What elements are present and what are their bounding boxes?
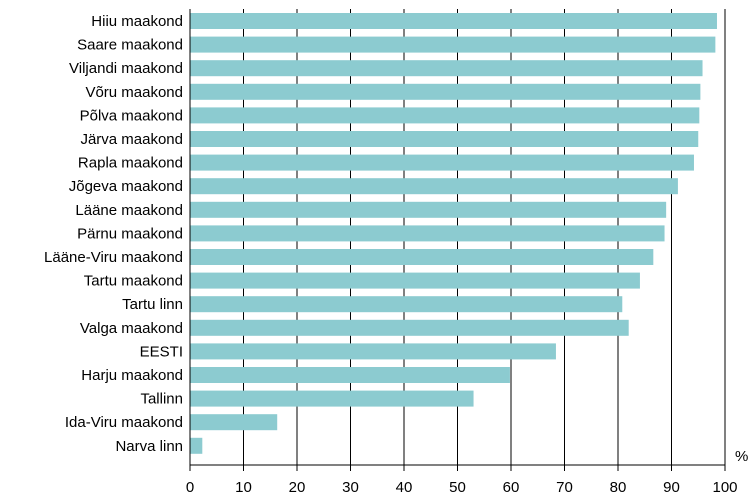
x-tick-label: 10 bbox=[235, 479, 252, 496]
x-tick-label: 0 bbox=[186, 479, 194, 496]
bar bbox=[190, 225, 665, 242]
bar bbox=[190, 131, 699, 147]
category-label: Tallinn bbox=[140, 391, 183, 408]
category-label: Hiiu maakond bbox=[91, 13, 183, 30]
category-label: Rapla maakond bbox=[78, 155, 183, 172]
category-label: EESTI bbox=[140, 343, 183, 360]
category-label: Järva maakond bbox=[80, 131, 183, 148]
category-label: Valga maakond bbox=[80, 320, 183, 337]
category-label: Harju maakond bbox=[81, 367, 183, 384]
bar bbox=[190, 319, 629, 336]
category-label: Lääne maakond bbox=[75, 202, 183, 219]
bars bbox=[190, 13, 717, 454]
bar bbox=[190, 437, 203, 454]
bar bbox=[190, 60, 703, 77]
x-tick-labels: 0 10 20 30 40 50 60 70 80 90 100 bbox=[186, 479, 738, 496]
x-tick-label: 40 bbox=[396, 479, 413, 496]
bar bbox=[190, 201, 667, 218]
category-label: Tartu linn bbox=[122, 296, 183, 313]
bar bbox=[190, 83, 701, 100]
x-tick-label: 50 bbox=[449, 479, 466, 496]
category-label: Võru maakond bbox=[85, 84, 183, 101]
category-label: Saare maakond bbox=[77, 37, 183, 54]
x-tick-label: 30 bbox=[342, 479, 359, 496]
bar bbox=[190, 36, 716, 53]
bar bbox=[190, 296, 623, 313]
bar bbox=[190, 107, 700, 124]
bar bbox=[190, 367, 510, 383]
category-label: Viljandi maakond bbox=[69, 60, 183, 77]
bar bbox=[190, 13, 717, 29]
bar bbox=[190, 272, 640, 289]
unit-label: % bbox=[735, 448, 748, 465]
category-label: Jõgeva maakond bbox=[69, 178, 183, 195]
x-tick-label: 60 bbox=[503, 479, 520, 496]
category-label: Pärnu maakond bbox=[77, 225, 183, 242]
bar bbox=[190, 390, 474, 407]
bar bbox=[190, 343, 556, 360]
category-label: Lääne-Viru maakond bbox=[44, 249, 183, 266]
x-tick-label: 70 bbox=[556, 479, 573, 496]
category-label: Tartu maakond bbox=[84, 273, 183, 290]
x-tick-label: 100 bbox=[712, 479, 737, 496]
bar bbox=[190, 178, 678, 195]
x-tick-label: 90 bbox=[663, 479, 680, 496]
category-label: Narva linn bbox=[115, 438, 183, 455]
axes bbox=[189, 9, 726, 471]
category-labels: Hiiu maakond Saare maakond Viljandi maakon… bbox=[44, 13, 183, 455]
x-tick-label: 20 bbox=[289, 479, 306, 496]
bar bbox=[190, 414, 278, 431]
bar bbox=[190, 249, 654, 265]
category-label: Põlva maakond bbox=[80, 107, 183, 124]
category-label: Ida-Viru maakond bbox=[65, 414, 183, 431]
x-tick-label: 80 bbox=[610, 479, 627, 496]
bar bbox=[190, 154, 694, 171]
